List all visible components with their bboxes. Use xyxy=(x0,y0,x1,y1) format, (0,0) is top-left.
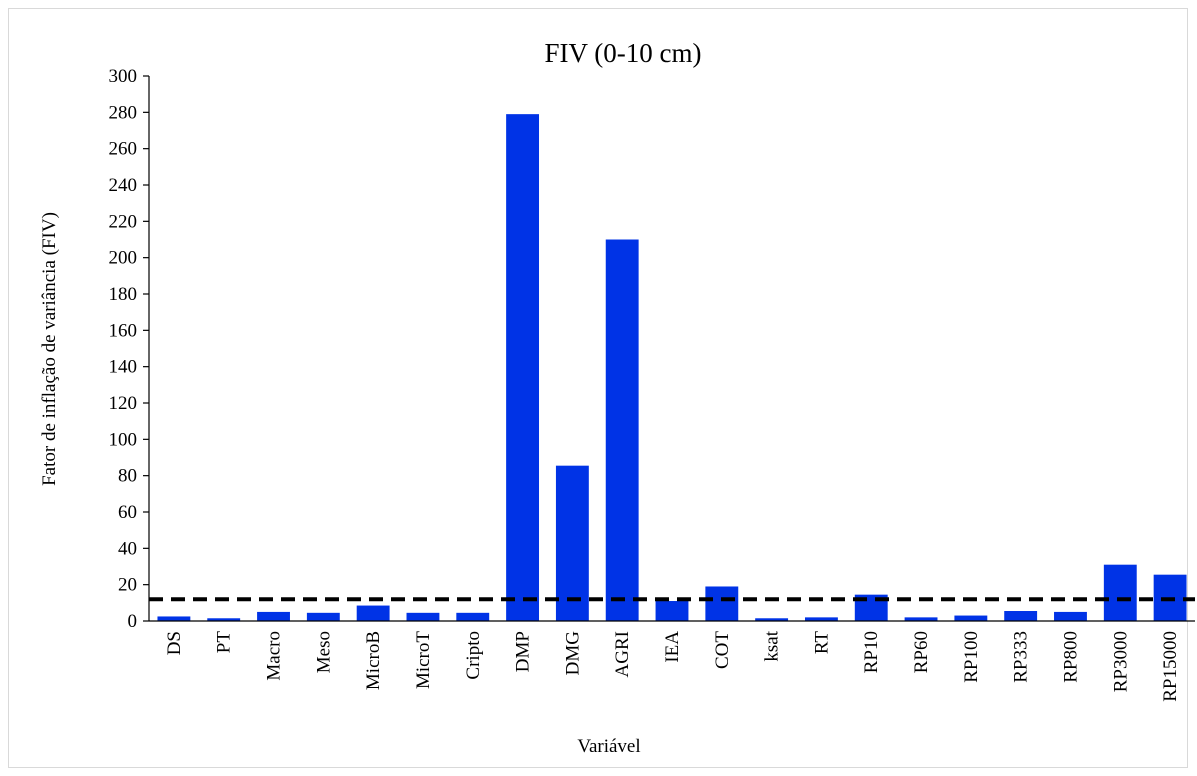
bar-agri xyxy=(605,239,639,621)
x-tick-label: RP15000 xyxy=(1160,631,1181,702)
chart-frame xyxy=(8,8,1188,768)
x-tick-label: Cripto xyxy=(463,631,484,680)
y-tick-label: 40 xyxy=(118,538,137,559)
x-tick-label: RP800 xyxy=(1060,631,1081,683)
bar-microt xyxy=(406,612,440,621)
bar-macro xyxy=(257,611,290,621)
bar-dmg xyxy=(555,465,589,621)
x-tick-label: RP60 xyxy=(911,631,932,673)
y-tick-label: 200 xyxy=(109,248,138,269)
bar-microb xyxy=(356,605,390,621)
bar-rp100 xyxy=(954,615,988,621)
bar-rp333 xyxy=(1004,611,1038,621)
y-tick-label: 120 xyxy=(109,393,138,414)
y-tick-label: 240 xyxy=(109,175,138,196)
y-axis-label: Fator de inflação de variância (FIV) xyxy=(39,212,60,486)
x-tick-label: COT xyxy=(712,631,733,669)
x-tick-label: DMG xyxy=(562,631,583,676)
bar-ksat xyxy=(755,618,789,621)
x-tick-label: DMP xyxy=(513,631,534,672)
y-tick-label: 280 xyxy=(109,102,138,123)
y-tick-label: 60 xyxy=(118,502,137,523)
y-axis: 0 20 40 60 80 100 120 140 160 180 200 220 240 260 280 3… xyxy=(109,66,150,632)
y-tick-label: 180 xyxy=(109,284,138,305)
x-tick-label: Meso xyxy=(313,631,334,673)
y-tick-label: 220 xyxy=(109,211,138,232)
x-tick-label: DS xyxy=(164,631,185,655)
bar-cot xyxy=(705,586,739,621)
x-tick-label: RP3000 xyxy=(1110,631,1131,692)
x-tick-label: AGRI xyxy=(612,631,633,677)
x-tick-label: RP10 xyxy=(861,631,882,673)
y-tick-label: 300 xyxy=(109,66,138,87)
x-tick-label: RP333 xyxy=(1011,631,1032,683)
y-tick-label: 100 xyxy=(109,429,138,450)
y-tick-label: 80 xyxy=(118,466,137,487)
y-tick-label: 20 xyxy=(118,575,137,596)
bar-rp800 xyxy=(1054,611,1087,621)
x-tick-label: Macro xyxy=(264,631,285,681)
bar-iea xyxy=(655,601,689,621)
bar-rp3000 xyxy=(1103,564,1137,621)
bar-meso xyxy=(306,612,340,621)
y-tick-label: 260 xyxy=(109,139,138,160)
bar-dmp xyxy=(506,114,540,622)
x-tick-label: PT xyxy=(214,631,235,654)
x-tick-label: RT xyxy=(811,631,832,655)
x-tick-label: RP100 xyxy=(961,631,982,683)
x-tick-label: ksat xyxy=(762,630,783,661)
x-axis: DS PT Macro Meso MicroB MicroT Cripto DMP DMG AGR… xyxy=(149,620,1195,702)
bar-cripto xyxy=(456,612,490,621)
y-tick-label: 0 xyxy=(128,611,138,632)
y-tick-label: 160 xyxy=(109,320,138,341)
chart-title: FIV (0-10 cm) xyxy=(545,38,702,68)
bar-rp60 xyxy=(904,617,938,621)
bar-rt xyxy=(804,617,838,621)
x-tick-label: MicroB xyxy=(363,631,384,690)
y-tick-label: 140 xyxy=(109,357,138,378)
bars xyxy=(157,114,1187,622)
x-tick-label: IEA xyxy=(662,631,683,663)
x-axis-label: Variável xyxy=(577,736,640,757)
bar-pt xyxy=(207,618,241,621)
bar-ds xyxy=(157,616,191,621)
x-tick-label: MicroT xyxy=(413,631,434,689)
